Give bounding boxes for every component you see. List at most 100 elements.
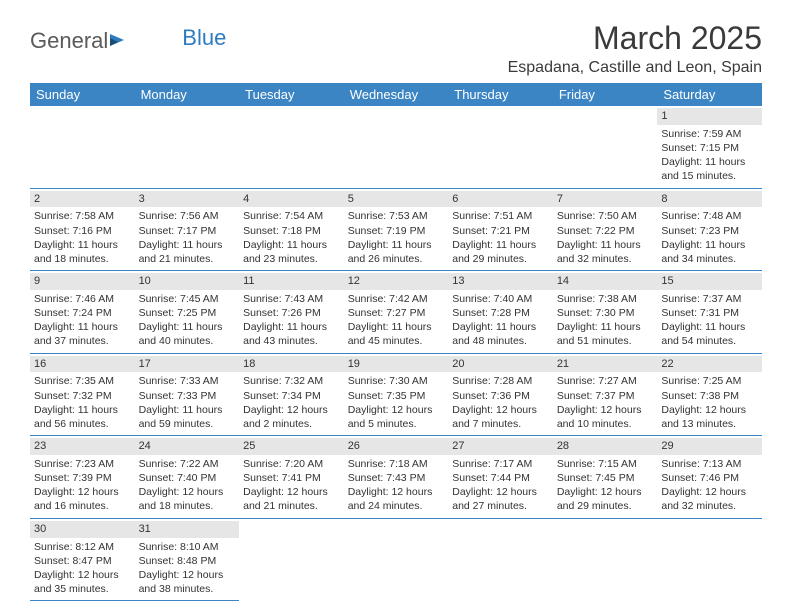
calendar-cell: 2Sunrise: 7:58 AMSunset: 7:16 PMDaylight… <box>30 188 135 271</box>
sunset-text: Sunset: 8:47 PM <box>34 554 131 568</box>
sunrise-text: Sunrise: 7:25 AM <box>661 374 758 388</box>
dl2-text: and 34 minutes. <box>661 252 758 266</box>
calendar-table: Sunday Monday Tuesday Wednesday Thursday… <box>30 83 762 601</box>
calendar-cell <box>30 106 135 188</box>
calendar-row: 30Sunrise: 8:12 AMSunset: 8:47 PMDayligh… <box>30 518 762 601</box>
dl2-text: and 18 minutes. <box>34 252 131 266</box>
calendar-cell: 9Sunrise: 7:46 AMSunset: 7:24 PMDaylight… <box>30 271 135 354</box>
dl1-text: Daylight: 11 hours <box>139 238 236 252</box>
dl1-text: Daylight: 12 hours <box>34 568 131 582</box>
calendar-cell: 27Sunrise: 7:17 AMSunset: 7:44 PMDayligh… <box>448 436 553 519</box>
dl1-text: Daylight: 12 hours <box>348 485 445 499</box>
sunset-text: Sunset: 7:18 PM <box>243 224 340 238</box>
dl2-text: and 2 minutes. <box>243 417 340 431</box>
sunset-text: Sunset: 7:30 PM <box>557 306 654 320</box>
calendar-cell: 18Sunrise: 7:32 AMSunset: 7:34 PMDayligh… <box>239 353 344 436</box>
calendar-cell: 14Sunrise: 7:38 AMSunset: 7:30 PMDayligh… <box>553 271 658 354</box>
dl1-text: Daylight: 11 hours <box>348 238 445 252</box>
sunset-text: Sunset: 7:17 PM <box>139 224 236 238</box>
day-number: 28 <box>553 438 658 455</box>
sunset-text: Sunset: 7:23 PM <box>661 224 758 238</box>
sunset-text: Sunset: 7:15 PM <box>661 141 758 155</box>
sunrise-text: Sunrise: 7:28 AM <box>452 374 549 388</box>
calendar-cell <box>448 518 553 601</box>
col-thursday: Thursday <box>448 83 553 106</box>
day-number: 20 <box>448 356 553 373</box>
sunrise-text: Sunrise: 7:32 AM <box>243 374 340 388</box>
dl2-text: and 29 minutes. <box>557 499 654 513</box>
day-number: 12 <box>344 273 449 290</box>
sunset-text: Sunset: 7:40 PM <box>139 471 236 485</box>
sunrise-text: Sunrise: 7:40 AM <box>452 292 549 306</box>
calendar-cell <box>239 518 344 601</box>
dl1-text: Daylight: 11 hours <box>452 320 549 334</box>
logo-text-2: Blue <box>182 25 226 51</box>
calendar-cell: 12Sunrise: 7:42 AMSunset: 7:27 PMDayligh… <box>344 271 449 354</box>
sunset-text: Sunset: 7:21 PM <box>452 224 549 238</box>
sunrise-text: Sunrise: 7:51 AM <box>452 209 549 223</box>
day-number: 18 <box>239 356 344 373</box>
calendar-cell <box>344 106 449 188</box>
calendar-cell: 23Sunrise: 7:23 AMSunset: 7:39 PMDayligh… <box>30 436 135 519</box>
sunset-text: Sunset: 7:39 PM <box>34 471 131 485</box>
dl1-text: Daylight: 11 hours <box>452 238 549 252</box>
calendar-cell: 16Sunrise: 7:35 AMSunset: 7:32 PMDayligh… <box>30 353 135 436</box>
sunset-text: Sunset: 7:24 PM <box>34 306 131 320</box>
calendar-cell: 19Sunrise: 7:30 AMSunset: 7:35 PMDayligh… <box>344 353 449 436</box>
sunset-text: Sunset: 7:19 PM <box>348 224 445 238</box>
day-number: 1 <box>657 108 762 125</box>
day-number: 16 <box>30 356 135 373</box>
dl2-text: and 54 minutes. <box>661 334 758 348</box>
dl2-text: and 21 minutes. <box>243 499 340 513</box>
dl1-text: Daylight: 11 hours <box>243 238 340 252</box>
logo-text-1: General <box>30 28 108 54</box>
sunrise-text: Sunrise: 7:59 AM <box>661 127 758 141</box>
sunset-text: Sunset: 7:31 PM <box>661 306 758 320</box>
day-number: 3 <box>135 191 240 208</box>
dl1-text: Daylight: 11 hours <box>661 320 758 334</box>
sunrise-text: Sunrise: 7:37 AM <box>661 292 758 306</box>
dl2-text: and 59 minutes. <box>139 417 236 431</box>
dl2-text: and 21 minutes. <box>139 252 236 266</box>
sunset-text: Sunset: 7:38 PM <box>661 389 758 403</box>
day-number: 21 <box>553 356 658 373</box>
dl2-text: and 10 minutes. <box>557 417 654 431</box>
sunset-text: Sunset: 7:46 PM <box>661 471 758 485</box>
dl1-text: Daylight: 11 hours <box>243 320 340 334</box>
sunrise-text: Sunrise: 7:42 AM <box>348 292 445 306</box>
sunset-text: Sunset: 7:33 PM <box>139 389 236 403</box>
sunset-text: Sunset: 7:27 PM <box>348 306 445 320</box>
calendar-cell: 26Sunrise: 7:18 AMSunset: 7:43 PMDayligh… <box>344 436 449 519</box>
dl1-text: Daylight: 11 hours <box>139 320 236 334</box>
calendar-cell: 28Sunrise: 7:15 AMSunset: 7:45 PMDayligh… <box>553 436 658 519</box>
dl2-text: and 45 minutes. <box>348 334 445 348</box>
calendar-cell: 20Sunrise: 7:28 AMSunset: 7:36 PMDayligh… <box>448 353 553 436</box>
dl1-text: Daylight: 12 hours <box>243 403 340 417</box>
dl2-text: and 37 minutes. <box>34 334 131 348</box>
calendar-cell: 6Sunrise: 7:51 AMSunset: 7:21 PMDaylight… <box>448 188 553 271</box>
dl2-text: and 56 minutes. <box>34 417 131 431</box>
dl1-text: Daylight: 12 hours <box>34 485 131 499</box>
day-number: 25 <box>239 438 344 455</box>
col-sunday: Sunday <box>30 83 135 106</box>
calendar-cell: 8Sunrise: 7:48 AMSunset: 7:23 PMDaylight… <box>657 188 762 271</box>
sunrise-text: Sunrise: 8:10 AM <box>139 540 236 554</box>
dl2-text: and 27 minutes. <box>452 499 549 513</box>
day-number: 24 <box>135 438 240 455</box>
calendar-cell: 10Sunrise: 7:45 AMSunset: 7:25 PMDayligh… <box>135 271 240 354</box>
calendar-row: 16Sunrise: 7:35 AMSunset: 7:32 PMDayligh… <box>30 353 762 436</box>
sunrise-text: Sunrise: 7:15 AM <box>557 457 654 471</box>
calendar-cell <box>553 518 658 601</box>
sunrise-text: Sunrise: 7:22 AM <box>139 457 236 471</box>
calendar-cell: 5Sunrise: 7:53 AMSunset: 7:19 PMDaylight… <box>344 188 449 271</box>
calendar-row: 1Sunrise: 7:59 AMSunset: 7:15 PMDaylight… <box>30 106 762 188</box>
sunrise-text: Sunrise: 7:50 AM <box>557 209 654 223</box>
dl1-text: Daylight: 11 hours <box>661 238 758 252</box>
day-number: 11 <box>239 273 344 290</box>
sunrise-text: Sunrise: 7:54 AM <box>243 209 340 223</box>
sunset-text: Sunset: 7:26 PM <box>243 306 340 320</box>
sunset-text: Sunset: 7:36 PM <box>452 389 549 403</box>
calendar-cell: 15Sunrise: 7:37 AMSunset: 7:31 PMDayligh… <box>657 271 762 354</box>
dl1-text: Daylight: 11 hours <box>34 403 131 417</box>
sunrise-text: Sunrise: 7:56 AM <box>139 209 236 223</box>
